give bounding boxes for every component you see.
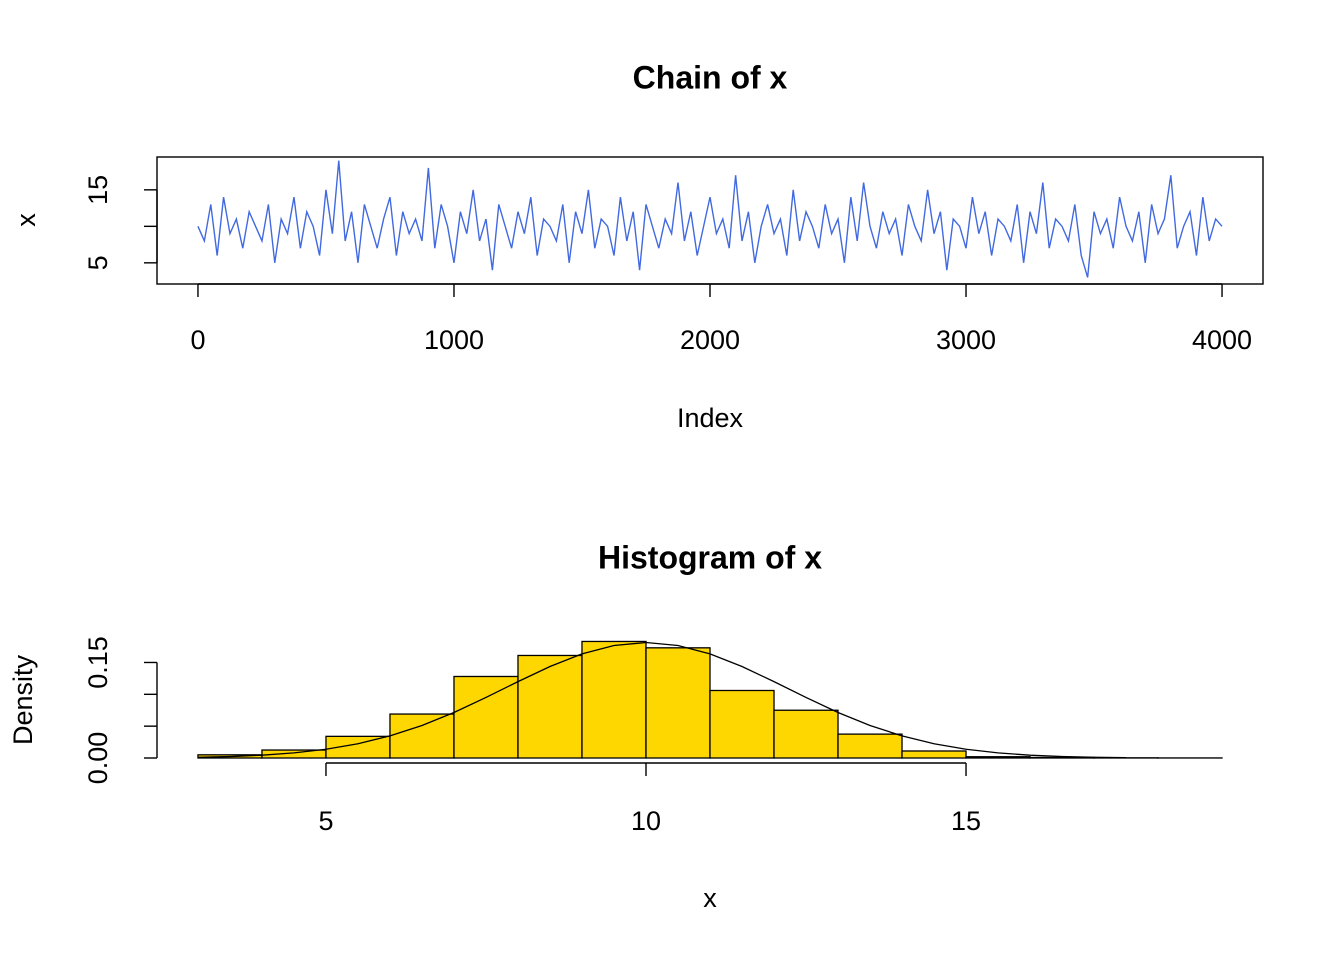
x-axis-label: x (703, 883, 717, 913)
y-tick-label: 15 (83, 175, 113, 205)
histogram-bar (453, 675, 519, 759)
x-tick-label: 1000 (424, 325, 484, 355)
y-tick-label: 0.00 (83, 732, 113, 785)
x-tick-label: 5 (318, 806, 333, 836)
chart-title: Histogram of x (598, 539, 822, 575)
histogram-bar (645, 647, 711, 759)
histogram-bar (581, 640, 647, 759)
y-tick-label: 5 (83, 255, 113, 270)
histogram-bar (709, 689, 775, 759)
trace-line (197, 160, 1223, 278)
x-tick-label: 4000 (1192, 325, 1252, 355)
histogram-bar (773, 709, 839, 759)
x-tick-label: 0 (190, 325, 205, 355)
histogram-bar (389, 713, 455, 759)
histogram-bar (965, 756, 1031, 759)
histogram-bar (517, 654, 583, 759)
chart-title: Chain of x (633, 59, 788, 95)
x-tick-label: 15 (951, 806, 981, 836)
x-tick-label: 2000 (680, 325, 740, 355)
x-axis-label: Index (677, 403, 744, 433)
histogram-bar (901, 750, 967, 759)
histogram-bar (837, 733, 903, 759)
density-curve (197, 641, 1127, 759)
x-tick-label: 10 (631, 806, 661, 836)
y-tick-label: 0.15 (83, 636, 113, 689)
y-axis-label: Density (8, 654, 38, 745)
y-axis-label: x (11, 213, 41, 227)
x-tick-label: 3000 (936, 325, 996, 355)
